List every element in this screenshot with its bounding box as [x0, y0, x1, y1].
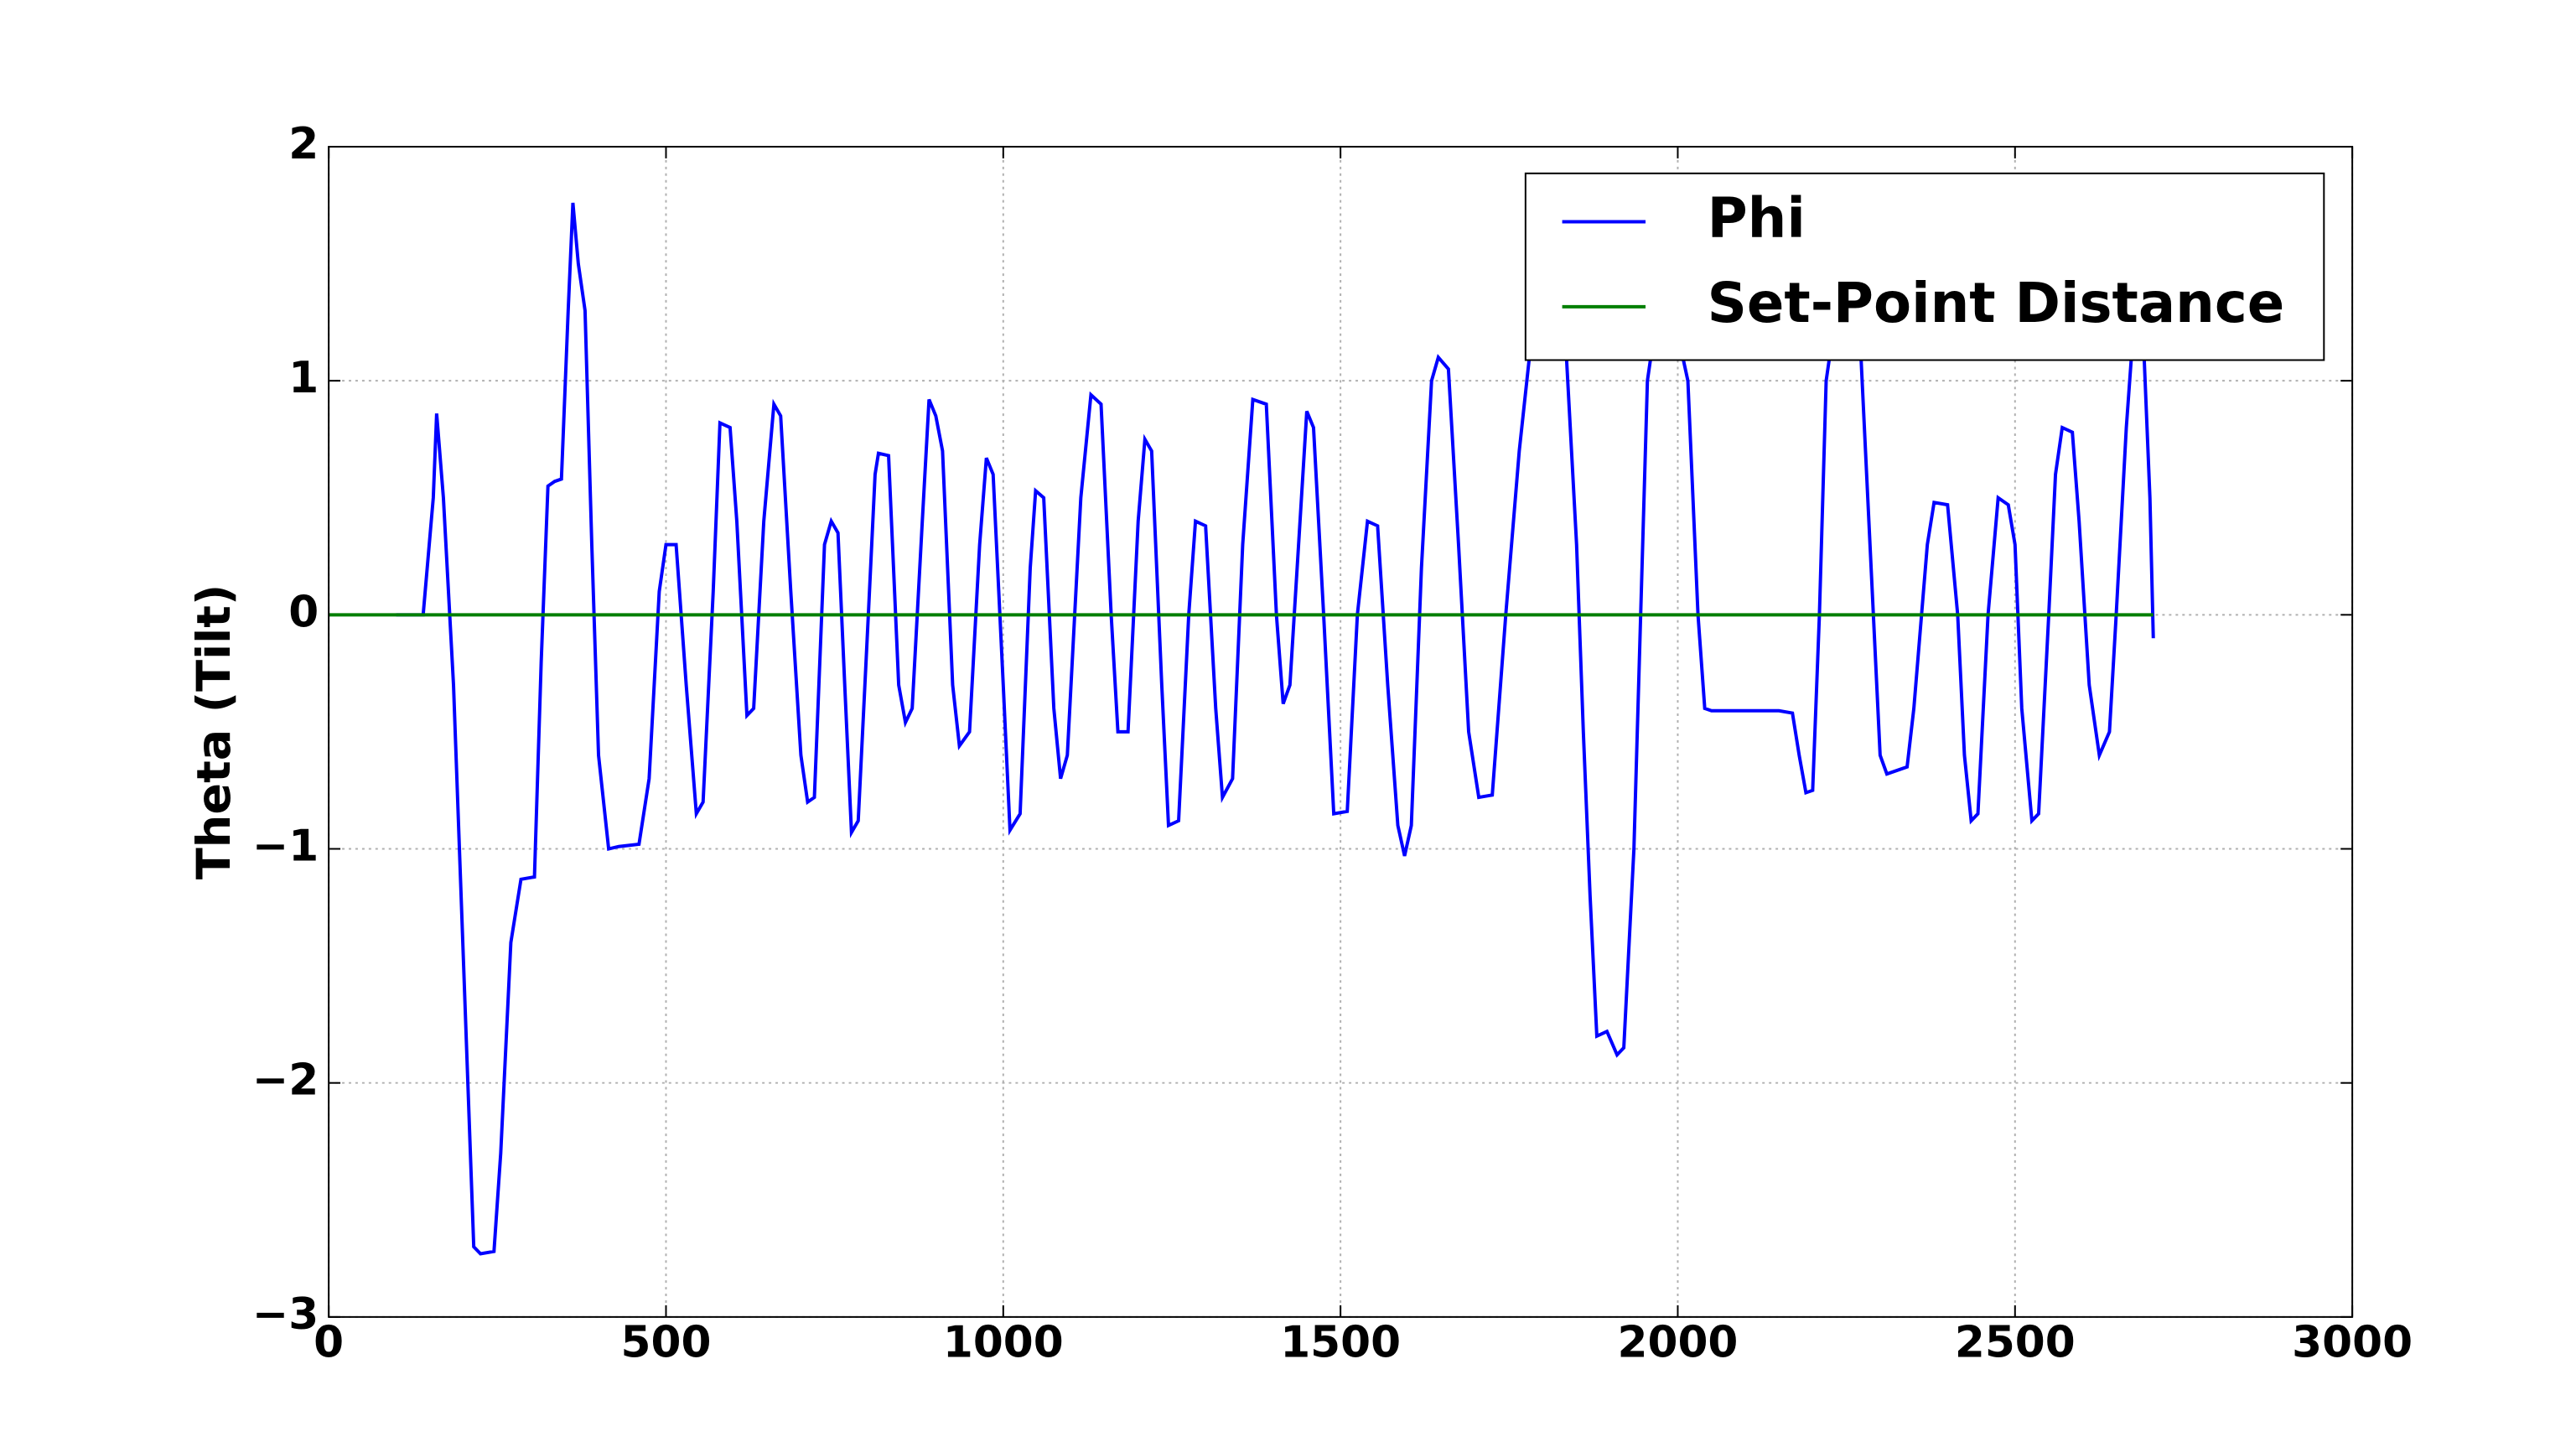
y-axis-label: Theta (Tilt) — [187, 584, 241, 879]
x-tick-label: 0 — [314, 1318, 344, 1368]
x-tick-label: 3000 — [2292, 1318, 2413, 1368]
x-tick-label: 1000 — [943, 1318, 1064, 1368]
legend-label: Set-Point Distance — [1708, 272, 2285, 335]
x-tick-label: 500 — [621, 1318, 712, 1368]
plot-frame — [328, 145, 2354, 1318]
legend-box — [1524, 172, 2325, 361]
y-tick-label: 2 — [288, 119, 319, 169]
y-tick-label: 0 — [288, 587, 319, 637]
data-line — [396, 202, 2155, 1256]
x-tick-label: 2500 — [1955, 1318, 2076, 1368]
y-tick-label: −2 — [252, 1056, 319, 1106]
x-tick-label: 1500 — [1280, 1318, 1401, 1368]
x-tick-label: 2000 — [1618, 1318, 1739, 1368]
y-tick-label: −3 — [252, 1289, 319, 1340]
legend-label: Phi — [1708, 187, 1806, 251]
y-tick-label: 1 — [288, 353, 319, 403]
y-tick-label: −1 — [252, 822, 319, 872]
